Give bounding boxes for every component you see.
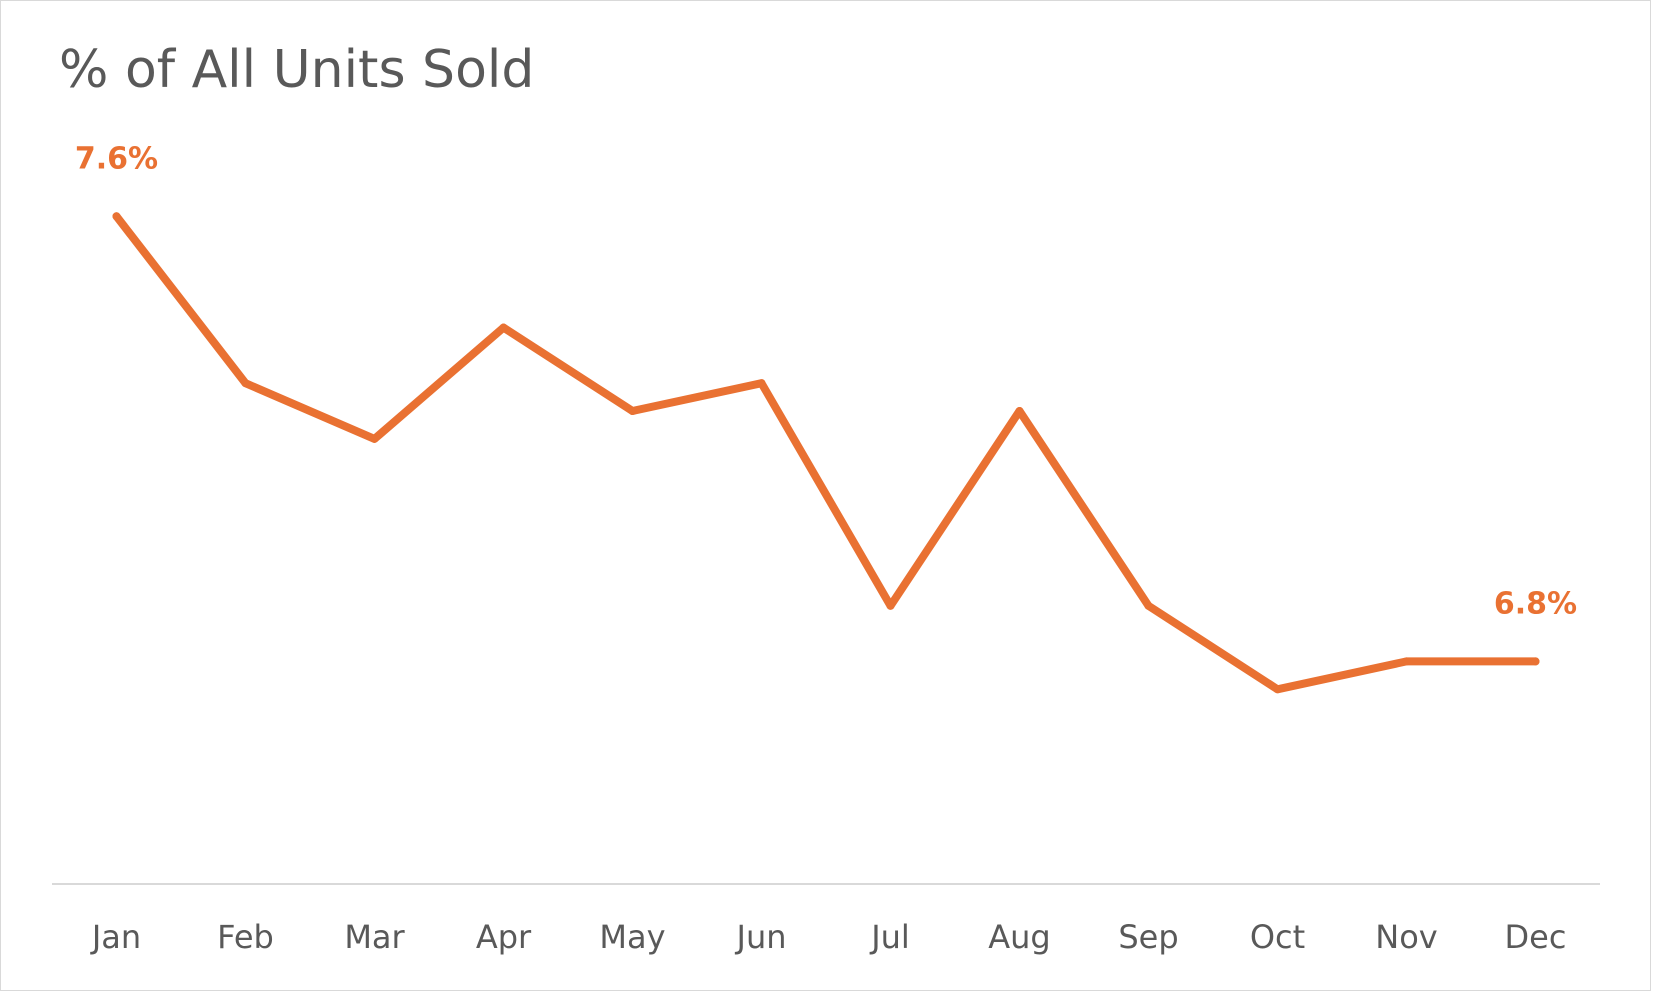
x-tick-label-aug: Aug: [988, 918, 1050, 956]
data-point-mar: [370, 434, 379, 443]
data-point-jul: [886, 601, 895, 610]
data-point-may: [628, 407, 637, 416]
x-tick-label-may: May: [599, 918, 665, 956]
data-point-aug: [1015, 407, 1024, 416]
x-tick-label-oct: Oct: [1250, 918, 1305, 956]
data-point-nov: [1402, 657, 1411, 666]
chart-title: % of All Units Sold: [59, 40, 535, 100]
x-tick-label-nov: Nov: [1375, 918, 1437, 956]
data-point-jan: [112, 212, 121, 221]
x-tick-label-mar: Mar: [344, 918, 405, 956]
data-label-jan: 7.6%: [75, 141, 158, 176]
x-tick-labels: Jan Feb Mar Apr May Jun Jul Aug Sep Oct Nov Dec: [90, 918, 1567, 956]
x-tick-label-feb: Feb: [217, 918, 274, 956]
x-tick-label-sep: Sep: [1118, 918, 1178, 956]
x-tick-label-apr: Apr: [476, 918, 532, 956]
data-point-dec: [1531, 657, 1540, 666]
data-point-jun: [757, 379, 766, 388]
data-point-oct: [1273, 685, 1282, 694]
data-label-dec: 6.8%: [1494, 586, 1577, 621]
data-labels: 7.6% 6.8%: [75, 141, 1577, 621]
x-tick-label-jan: Jan: [90, 918, 141, 956]
x-tick-label-jun: Jun: [735, 918, 787, 956]
data-point-apr: [499, 323, 508, 332]
x-tick-label-dec: Dec: [1505, 918, 1567, 956]
series-line: [112, 212, 1540, 694]
data-point-sep: [1144, 601, 1153, 610]
data-point-feb: [241, 379, 250, 388]
x-tick-label-jul: Jul: [869, 918, 910, 956]
series-group: [112, 212, 1540, 694]
